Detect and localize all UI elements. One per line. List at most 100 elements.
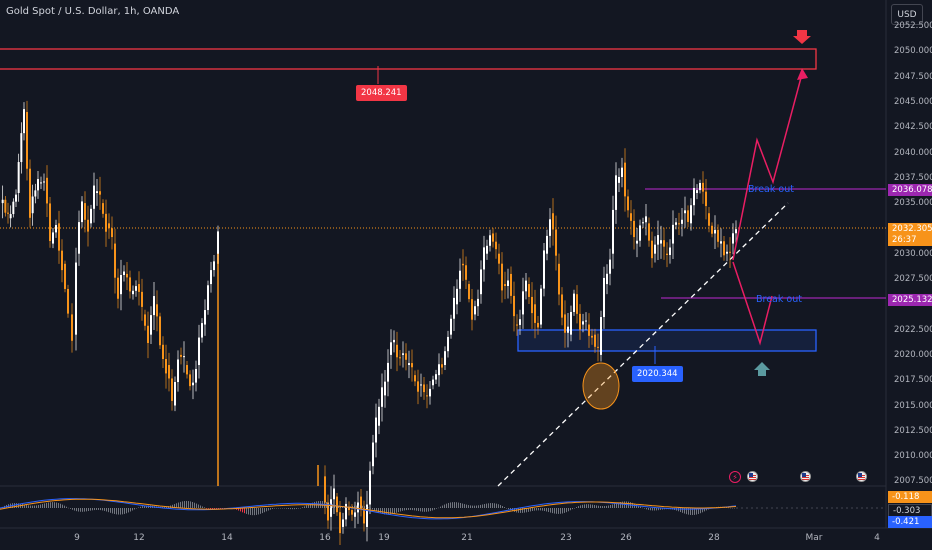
oscillator-bar <box>250 508 251 515</box>
oscillator-bar <box>510 508 511 511</box>
candle-body <box>648 223 650 241</box>
symbol-title[interactable]: Gold Spot / U.S. Dollar, 1h, OANDA <box>6 6 180 17</box>
candle-body <box>84 203 86 220</box>
oscillator-bar <box>36 505 37 508</box>
candle-body <box>58 223 60 251</box>
oscillator-bar <box>534 508 535 511</box>
oscillator-bar <box>644 508 645 509</box>
oscillator-bar <box>192 501 193 508</box>
lightning-event-icon[interactable]: ⚡ <box>729 471 741 483</box>
candle-body <box>414 375 416 382</box>
oscillator-bar <box>28 505 29 508</box>
oscillator-bar <box>548 508 549 513</box>
candle-body <box>67 288 69 314</box>
oscillator-bar <box>638 505 639 508</box>
oscillator-bar <box>566 508 567 513</box>
oscillator-bar <box>310 503 311 508</box>
candle-body <box>381 387 383 407</box>
oscillator-bar <box>362 505 363 508</box>
candle-body <box>708 213 710 226</box>
oscillator-bar <box>426 508 427 512</box>
candle-body <box>480 269 482 295</box>
candle-body <box>168 365 170 379</box>
oscillator-bar <box>62 504 63 508</box>
oscillator-bar <box>734 507 735 509</box>
candle-body <box>141 291 143 307</box>
candle-body <box>49 203 51 242</box>
oscillator-bar <box>592 504 593 508</box>
candle-body <box>153 296 155 316</box>
candle-body <box>543 250 545 289</box>
oscillator-bar <box>656 508 657 511</box>
candle-body <box>549 219 551 236</box>
oscillator-bar <box>334 504 335 508</box>
candle-body <box>504 284 506 286</box>
oscillator-bar <box>540 508 541 511</box>
oscillator-bar <box>302 507 303 508</box>
oscillator-bar <box>16 503 17 508</box>
resistance-zone-label[interactable]: 2048.241 <box>356 85 407 101</box>
candle-body <box>12 201 15 215</box>
oscillator-bar <box>266 508 267 512</box>
oscillator-bar <box>530 508 531 512</box>
candle-body <box>552 213 554 230</box>
candle-body <box>603 277 605 318</box>
oscillator-bar <box>524 508 525 513</box>
candle-body <box>405 353 407 360</box>
red-down-arrow-icon <box>793 30 811 44</box>
candle-body <box>516 324 518 326</box>
candle-body <box>519 319 521 325</box>
oscillator-bar <box>78 508 79 512</box>
currency-button[interactable]: USD <box>891 4 923 25</box>
oscillator-bar <box>44 503 45 508</box>
oscillator-bar <box>498 504 499 508</box>
time-tick: Mar <box>805 533 823 543</box>
oscillator-bar <box>618 502 619 508</box>
oscillator-bar <box>654 508 655 511</box>
oscillator-bar <box>76 508 77 512</box>
oscillator-bar <box>620 501 621 508</box>
candle-body <box>468 284 470 300</box>
candle-body <box>684 210 686 214</box>
break-out-lower-label[interactable]: Break out <box>756 294 802 305</box>
oscillator-bar <box>194 502 195 508</box>
candle-body <box>20 133 23 163</box>
oscillator-bar <box>378 508 379 513</box>
candle-body <box>339 512 341 534</box>
time-tick: 16 <box>319 533 331 543</box>
oscillator-bar <box>176 503 177 508</box>
oscillator-bar <box>54 502 55 508</box>
oscillator-bar <box>92 508 93 511</box>
candle-body <box>726 251 728 254</box>
candle-body <box>615 175 617 210</box>
price-tick: 2040.000 <box>894 147 932 158</box>
us-flag-icon[interactable] <box>747 471 758 482</box>
candle-body <box>342 519 344 527</box>
oscillator-bar <box>622 501 623 508</box>
oscillator-bar <box>22 504 23 508</box>
oscillator-bar <box>136 508 137 509</box>
oscillator-bar <box>680 508 681 513</box>
us-flag-icon[interactable] <box>800 471 811 482</box>
support-zone-label[interactable]: 2020.344 <box>632 366 683 382</box>
oscillator-bar <box>704 508 705 512</box>
oscillator-bar <box>610 505 611 508</box>
oscillator-bar <box>58 503 59 508</box>
oscillator-bar <box>210 508 211 509</box>
break-out-upper-label[interactable]: Break out <box>748 184 794 195</box>
oscillator-bar <box>434 508 435 510</box>
price-axis[interactable]: 2052.500 2050.000 2047.500 2045.000 2042.500… <box>886 0 932 528</box>
oscillator-bar <box>110 508 111 513</box>
support-price-label: 2025.132 <box>888 294 932 306</box>
price-tick: 2015.000 <box>894 400 932 411</box>
candle-body <box>507 280 509 286</box>
us-flag-icon[interactable] <box>856 471 867 482</box>
oscillator-bar <box>82 508 83 512</box>
oscillator-bar <box>406 508 407 511</box>
candle-body <box>591 335 593 338</box>
candle-body <box>654 244 656 254</box>
oscillator-bar <box>146 505 147 508</box>
candle-body <box>96 191 98 193</box>
candle-body <box>159 316 161 346</box>
